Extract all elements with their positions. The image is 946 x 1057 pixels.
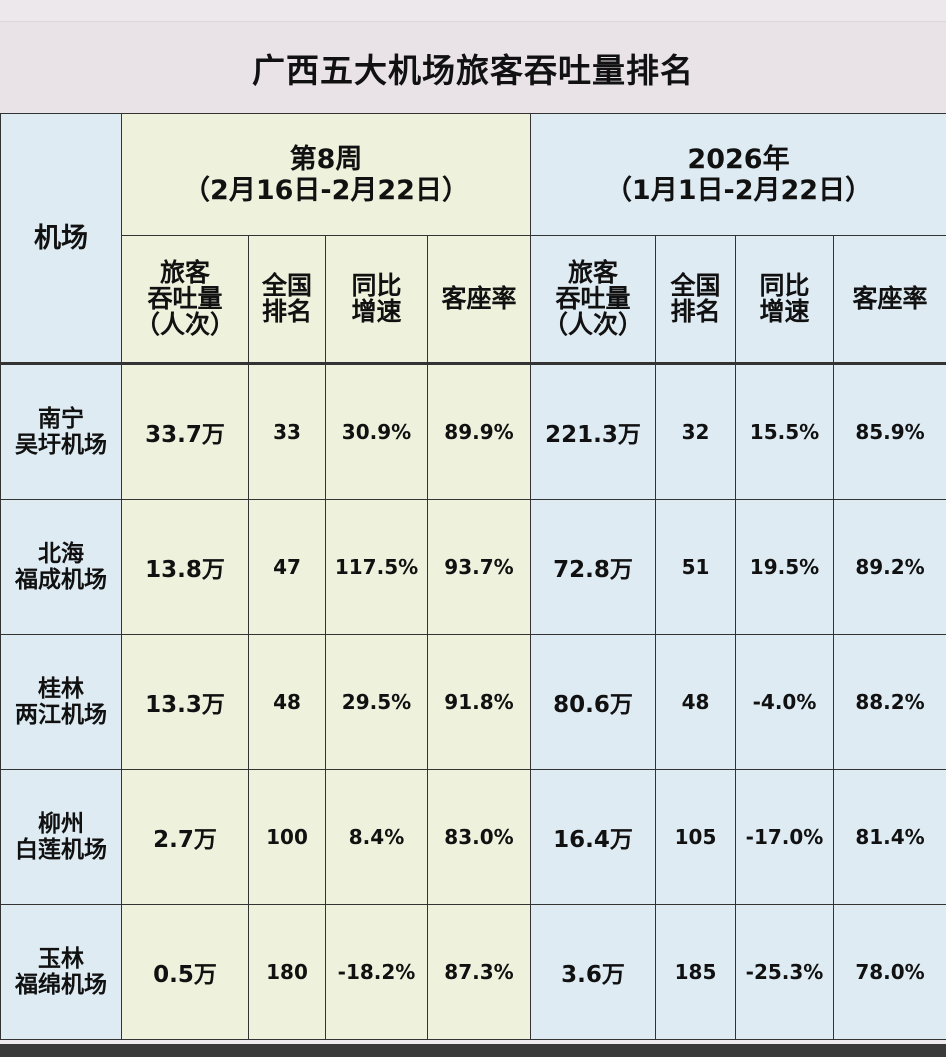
table-row: 柳州 白莲机场 2.7万 100 8.4% 83.0% 16.4万 105 -17.0% 81.4… xyxy=(0,769,946,905)
year-rank-cell: 48 xyxy=(655,634,736,770)
col-throughput: 旅客 吞吐量 （人次） xyxy=(530,235,656,364)
week-range: （2月16日-2月22日） xyxy=(183,174,469,206)
airport-name: 玉林 福绵机场 xyxy=(0,904,122,1040)
week-throughput-cell: 33.7万 xyxy=(121,362,249,500)
year-throughput-cell: 3.6万 xyxy=(530,904,656,1040)
year-load-factor-cell: 85.9% xyxy=(832,362,946,500)
week-rank-cell: 180 xyxy=(248,904,326,1040)
airport-name: 柳州 白莲机场 xyxy=(0,769,122,905)
week-growth-cell: 29.5% xyxy=(325,634,428,770)
year-growth-cell: -4.0% xyxy=(735,634,834,770)
week-group-header: 第8周 （2月16日-2月22日） xyxy=(121,113,531,236)
week-rank-cell: 100 xyxy=(248,769,326,905)
airport-header: 机场 xyxy=(0,113,122,364)
ranking-table: 机场 第8周 （2月16日-2月22日） 2026年 （1月1日-2月22日） … xyxy=(0,113,946,1040)
week-load-factor-cell: 89.9% xyxy=(427,362,531,500)
airport-name: 南宁 吴圩机场 xyxy=(0,362,122,500)
year-growth-cell: 19.5% xyxy=(735,499,834,635)
week-throughput-cell: 13.8万 xyxy=(121,499,249,635)
table-row: 玉林 福绵机场 0.5万 180 -18.2% 87.3% 3.6万 185 -25.3% 78.… xyxy=(0,904,946,1040)
col-rank: 全国 排名 xyxy=(248,235,326,364)
week-label: 第8周 xyxy=(289,143,363,175)
week-rank-cell: 47 xyxy=(248,499,326,635)
week-load-factor-cell: 91.8% xyxy=(427,634,531,770)
year-label: 2026年 xyxy=(687,143,790,175)
year-load-factor-cell: 78.0% xyxy=(832,904,946,1040)
week-growth-cell: 117.5% xyxy=(325,499,428,635)
week-rank-cell: 48 xyxy=(248,634,326,770)
top-strip xyxy=(0,0,946,22)
year-rank-cell: 51 xyxy=(655,499,736,635)
col-rank: 全国 排名 xyxy=(655,235,736,364)
year-throughput-cell: 80.6万 xyxy=(530,634,656,770)
bottom-bar xyxy=(0,1044,946,1057)
week-load-factor-cell: 87.3% xyxy=(427,904,531,1040)
col-growth: 同比 增速 xyxy=(325,235,428,364)
year-growth-cell: 15.5% xyxy=(735,362,834,500)
year-rank-cell: 185 xyxy=(655,904,736,1040)
year-rank-cell: 105 xyxy=(655,769,736,905)
year-throughput-cell: 72.8万 xyxy=(530,499,656,635)
week-growth-cell: -18.2% xyxy=(325,904,428,1040)
col-load-factor: 客座率 xyxy=(427,235,531,364)
table-row: 南宁 吴圩机场 33.7万 33 30.9% 89.9% 221.3万 32 15.5% 85.9… xyxy=(0,362,946,500)
week-growth-cell: 30.9% xyxy=(325,362,428,500)
week-throughput-cell: 2.7万 xyxy=(121,769,249,905)
year-load-factor-cell: 81.4% xyxy=(832,769,946,905)
year-load-factor-cell: 89.2% xyxy=(832,499,946,635)
week-rank-cell: 33 xyxy=(248,362,326,500)
year-range: （1月1日-2月22日） xyxy=(604,174,873,206)
week-throughput-cell: 13.3万 xyxy=(121,634,249,770)
week-throughput-cell: 0.5万 xyxy=(121,904,249,1040)
year-growth-cell: -25.3% xyxy=(735,904,834,1040)
col-growth: 同比 增速 xyxy=(735,235,834,364)
col-load-factor: 客座率 xyxy=(832,235,946,364)
airport-name: 桂林 两江机场 xyxy=(0,634,122,770)
page-title: 广西五大机场旅客吞吐量排名 xyxy=(0,22,946,113)
col-throughput: 旅客 吞吐量 （人次） xyxy=(121,235,249,364)
week-growth-cell: 8.4% xyxy=(325,769,428,905)
year-load-factor-cell: 88.2% xyxy=(832,634,946,770)
table-row: 桂林 两江机场 13.3万 48 29.5% 91.8% 80.6万 48 -4.0% 88.2% xyxy=(0,634,946,770)
airport-name: 北海 福成机场 xyxy=(0,499,122,635)
week-load-factor-cell: 83.0% xyxy=(427,769,531,905)
year-rank-cell: 32 xyxy=(655,362,736,500)
year-throughput-cell: 221.3万 xyxy=(530,362,656,500)
week-load-factor-cell: 93.7% xyxy=(427,499,531,635)
year-growth-cell: -17.0% xyxy=(735,769,834,905)
year-throughput-cell: 16.4万 xyxy=(530,769,656,905)
table-row: 北海 福成机场 13.8万 47 117.5% 93.7% 72.8万 51 19.5% 89.2… xyxy=(0,499,946,635)
year-group-header: 2026年 （1月1日-2月22日） xyxy=(529,113,946,236)
